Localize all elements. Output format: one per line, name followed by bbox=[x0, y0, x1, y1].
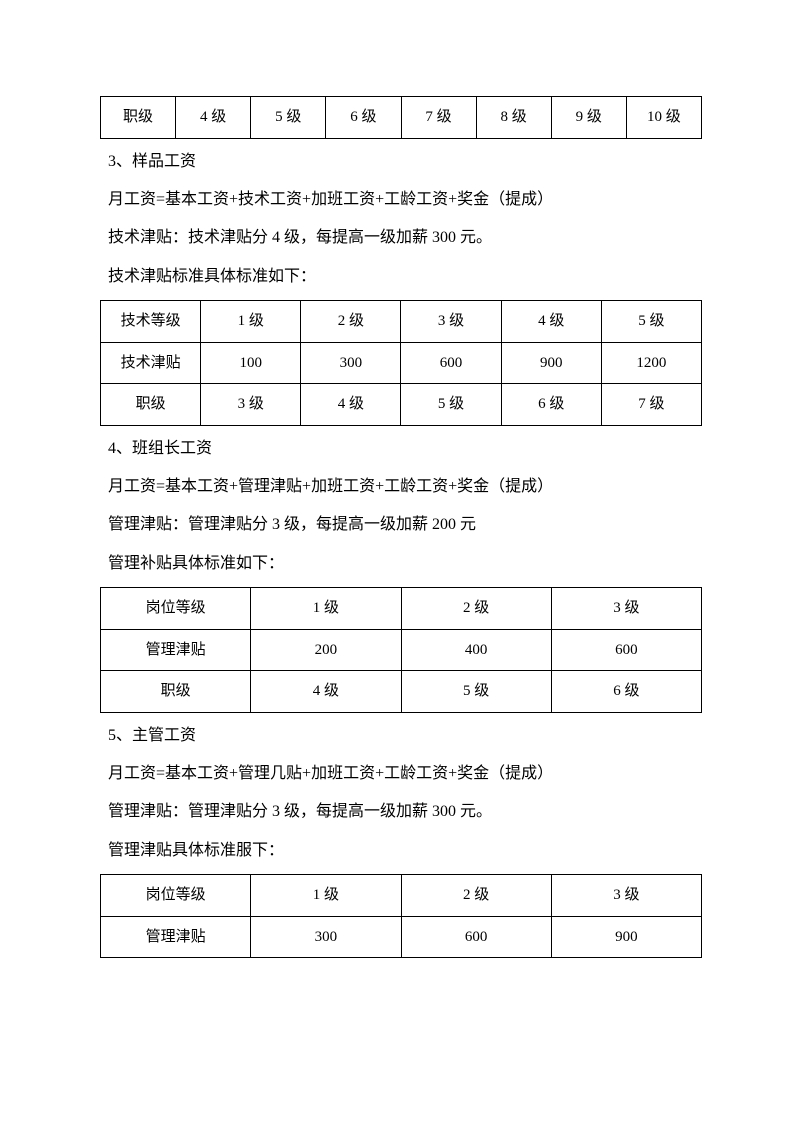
cell: 9 级 bbox=[551, 97, 626, 139]
cell: 6 级 bbox=[551, 671, 701, 713]
cell: 7 级 bbox=[401, 97, 476, 139]
cell: 6 级 bbox=[501, 384, 601, 426]
table-row: 管理津贴 200 400 600 bbox=[101, 629, 702, 671]
cell: 技术等级 bbox=[101, 301, 201, 343]
cell: 8 级 bbox=[476, 97, 551, 139]
description-text: 技术津贴：技术津贴分 4 级，每提高一级加薪 300 元。 bbox=[108, 223, 694, 253]
cell: 4 级 bbox=[251, 671, 401, 713]
cell: 4 级 bbox=[301, 384, 401, 426]
cell: 600 bbox=[551, 629, 701, 671]
cell: 1 级 bbox=[251, 875, 401, 917]
document-content: 职级 4 级 5 级 6 级 7 级 8 级 9 级 10 级 3、样品工资 月… bbox=[0, 96, 794, 958]
cell: 职级 bbox=[101, 97, 176, 139]
cell: 岗位等级 bbox=[101, 875, 251, 917]
cell: 职级 bbox=[101, 671, 251, 713]
table-mgmt-allowance-1: 岗位等级 1 级 2 级 3 级 管理津贴 200 400 600 职级 4 级… bbox=[100, 587, 702, 713]
cell: 100 bbox=[201, 342, 301, 384]
formula-text: 月工资=基本工资+技术工资+加班工资+工龄工资+奖金（提成） bbox=[108, 185, 694, 215]
table-row: 岗位等级 1 级 2 级 3 级 bbox=[101, 875, 702, 917]
cell: 3 级 bbox=[551, 875, 701, 917]
table-position-levels: 职级 4 级 5 级 6 级 7 级 8 级 9 级 10 级 bbox=[100, 96, 702, 139]
cell: 3 级 bbox=[401, 301, 501, 343]
cell: 300 bbox=[301, 342, 401, 384]
cell: 5 级 bbox=[601, 301, 701, 343]
formula-text: 月工资=基本工资+管理津贴+加班工资+工龄工资+奖金（提成） bbox=[108, 472, 694, 502]
section-title: 3、样品工资 bbox=[108, 147, 694, 177]
cell: 600 bbox=[401, 342, 501, 384]
table-row: 岗位等级 1 级 2 级 3 级 bbox=[101, 588, 702, 630]
cell: 3 级 bbox=[551, 588, 701, 630]
cell: 职级 bbox=[101, 384, 201, 426]
section-title: 4、班组长工资 bbox=[108, 434, 694, 464]
cell: 300 bbox=[251, 916, 401, 958]
cell: 400 bbox=[401, 629, 551, 671]
cell: 2 级 bbox=[301, 301, 401, 343]
description-text: 技术津贴标准具体标准如下： bbox=[108, 262, 694, 292]
cell: 1 级 bbox=[201, 301, 301, 343]
cell: 管理津贴 bbox=[101, 916, 251, 958]
table-row: 职级 4 级 5 级 6 级 bbox=[101, 671, 702, 713]
description-text: 管理津贴：管理津贴分 3 级，每提高一级加薪 300 元。 bbox=[108, 797, 694, 827]
cell: 4 级 bbox=[501, 301, 601, 343]
cell: 1 级 bbox=[251, 588, 401, 630]
cell: 2 级 bbox=[401, 875, 551, 917]
cell: 岗位等级 bbox=[101, 588, 251, 630]
cell: 900 bbox=[551, 916, 701, 958]
table-row: 职级 3 级 4 级 5 级 6 级 7 级 bbox=[101, 384, 702, 426]
table-row: 管理津贴 300 600 900 bbox=[101, 916, 702, 958]
cell: 10 级 bbox=[626, 97, 701, 139]
section-title: 5、主管工资 bbox=[108, 721, 694, 751]
formula-text: 月工资=基本工资+管理几贴+加班工资+工龄工资+奖金（提成） bbox=[108, 759, 694, 789]
cell: 管理津贴 bbox=[101, 629, 251, 671]
table-row: 技术津贴 100 300 600 900 1200 bbox=[101, 342, 702, 384]
cell: 5 级 bbox=[401, 671, 551, 713]
cell: 600 bbox=[401, 916, 551, 958]
cell: 900 bbox=[501, 342, 601, 384]
description-text: 管理津贴：管理津贴分 3 级，每提高一级加薪 200 元 bbox=[108, 510, 694, 540]
table-row: 技术等级 1 级 2 级 3 级 4 级 5 级 bbox=[101, 301, 702, 343]
cell: 4 级 bbox=[176, 97, 251, 139]
cell: 7 级 bbox=[601, 384, 701, 426]
cell: 2 级 bbox=[401, 588, 551, 630]
description-text: 管理津贴具体标准服下： bbox=[108, 836, 694, 866]
description-text: 管理补贴具体标准如下： bbox=[108, 549, 694, 579]
cell: 1200 bbox=[601, 342, 701, 384]
cell: 200 bbox=[251, 629, 401, 671]
cell: 5 级 bbox=[401, 384, 501, 426]
table-mgmt-allowance-2: 岗位等级 1 级 2 级 3 级 管理津贴 300 600 900 bbox=[100, 874, 702, 958]
table-tech-allowance: 技术等级 1 级 2 级 3 级 4 级 5 级 技术津贴 100 300 60… bbox=[100, 300, 702, 426]
cell: 5 级 bbox=[251, 97, 326, 139]
table-row: 职级 4 级 5 级 6 级 7 级 8 级 9 级 10 级 bbox=[101, 97, 702, 139]
cell: 技术津贴 bbox=[101, 342, 201, 384]
cell: 3 级 bbox=[201, 384, 301, 426]
cell: 6 级 bbox=[326, 97, 401, 139]
